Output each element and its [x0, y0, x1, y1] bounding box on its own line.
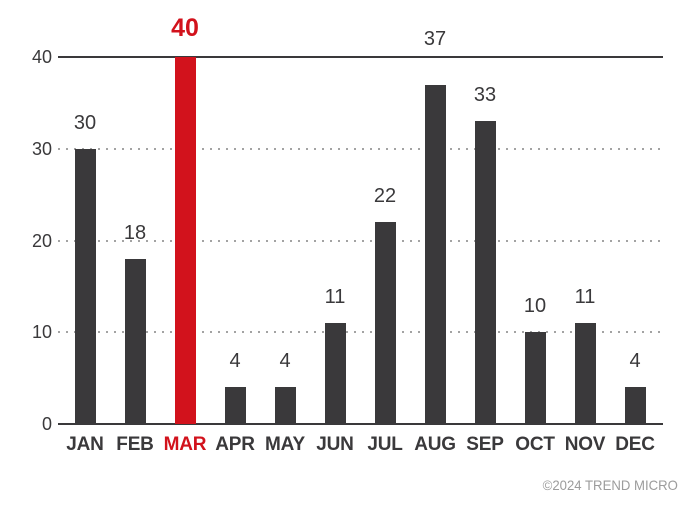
bar-jul	[374, 222, 396, 424]
gridline-20	[58, 239, 663, 242]
month-label-oct: OCT	[515, 434, 555, 455]
month-label-mar: MAR	[163, 434, 207, 455]
value-label-jun: 11	[324, 286, 346, 309]
month-label-may: MAY	[265, 434, 305, 455]
y-axis-label-40: 40	[31, 47, 52, 67]
gridline-10	[58, 331, 663, 334]
y-axis-label-20: 20	[31, 230, 52, 251]
bar-nov	[574, 323, 596, 424]
value-label-sep: 33	[473, 84, 497, 107]
month-label-nov: NOV	[564, 434, 606, 455]
bar-oct	[524, 332, 546, 424]
axis-line-0	[58, 423, 663, 425]
value-label-jan: 30	[73, 111, 97, 134]
month-label-apr: APR	[215, 434, 255, 455]
bar-may	[274, 387, 296, 424]
bar-aug	[424, 84, 446, 424]
axis-line-40	[58, 56, 663, 58]
value-label-mar: 40	[171, 14, 199, 42]
value-label-may: 4	[279, 350, 291, 373]
gridline-30	[58, 147, 663, 150]
month-label-aug: AUG	[414, 434, 456, 455]
y-axis-label-30: 30	[31, 138, 52, 159]
value-label-dec: 4	[629, 350, 641, 373]
value-label-feb: 18	[123, 221, 147, 244]
bar-feb	[124, 258, 146, 424]
y-axis-label-0: 0	[41, 414, 52, 434]
month-label-jun: JUN	[316, 434, 354, 455]
bar-mar	[174, 57, 196, 424]
bar-dec	[624, 387, 646, 424]
month-label-jan: JAN	[66, 434, 104, 455]
value-label-apr: 4	[229, 350, 241, 373]
y-axis-label-10: 10	[31, 322, 52, 343]
value-label-aug: 37	[423, 27, 447, 50]
copyright-text: ©2024 TREND MICRO	[542, 477, 678, 493]
month-label-feb: FEB	[116, 434, 154, 455]
value-label-oct: 10	[523, 295, 547, 318]
value-label-jul: 22	[373, 185, 397, 208]
month-label-dec: DEC	[615, 434, 655, 455]
bar-jun	[324, 323, 346, 424]
bar-jan	[74, 148, 96, 424]
month-label-jul: JUL	[367, 434, 403, 455]
bar-apr	[224, 387, 246, 424]
bar-sep	[474, 121, 496, 424]
value-label-nov: 11	[574, 286, 596, 309]
month-label-sep: SEP	[466, 434, 504, 455]
